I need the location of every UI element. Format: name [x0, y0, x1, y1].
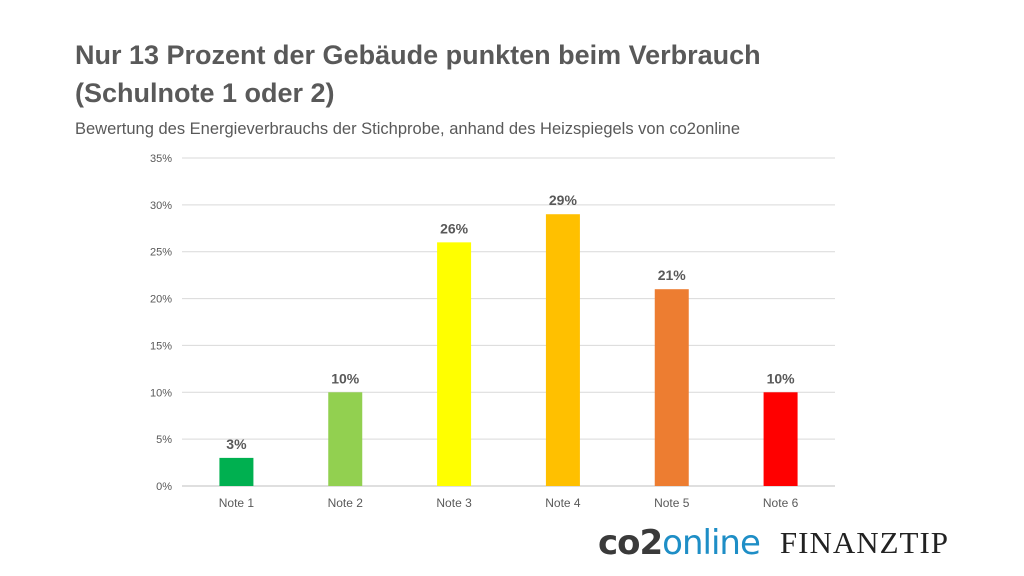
x-tick-label: Note 3 — [436, 496, 472, 510]
data-label: 29% — [549, 192, 578, 208]
y-tick-label: 35% — [150, 153, 172, 165]
bar — [219, 457, 254, 486]
data-label: 21% — [658, 267, 687, 283]
y-tick-label: 5% — [156, 434, 172, 446]
y-tick-label: 0% — [156, 481, 172, 493]
data-label: 10% — [767, 370, 796, 386]
x-tick-label: Note 1 — [219, 496, 255, 510]
y-tick-label: 10% — [150, 387, 172, 399]
bar — [763, 392, 798, 486]
x-tick-label: Note 5 — [654, 496, 690, 510]
data-label: 26% — [440, 220, 469, 236]
co2online-logo: co2online — [598, 523, 761, 563]
x-tick-label: Note 6 — [763, 496, 799, 510]
logo-bar: co2online FINANZTIP — [598, 518, 949, 568]
finanztip-logo: FINANZTIP — [779, 525, 950, 560]
x-tick-label: Note 2 — [328, 496, 364, 510]
page-subtitle: Bewertung des Energieverbrauchs der Stic… — [75, 120, 741, 138]
bar — [545, 214, 580, 486]
y-tick-label: 25% — [150, 247, 172, 259]
bar — [437, 242, 472, 486]
y-tick-label: 15% — [150, 340, 172, 352]
y-tick-label: 30% — [150, 200, 172, 212]
data-label: 10% — [331, 370, 360, 386]
bar — [654, 289, 689, 486]
bar — [328, 392, 363, 486]
y-tick-label: 20% — [150, 294, 172, 306]
x-tick-label: Note 4 — [545, 496, 581, 510]
data-label: 3% — [226, 436, 247, 452]
page-title: Nur 13 Prozent der Gebäude punkten beim … — [75, 40, 761, 108]
